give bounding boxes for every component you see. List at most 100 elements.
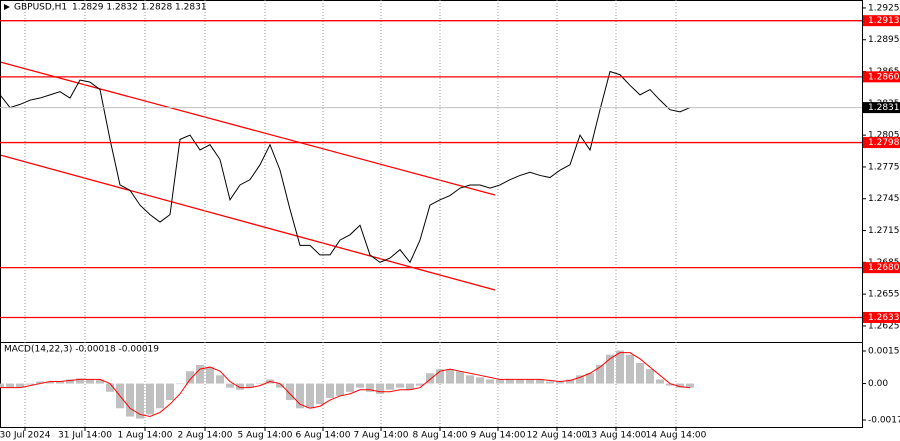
macd-bar bbox=[476, 377, 484, 384]
macd-bar bbox=[656, 379, 664, 384]
macd-bar bbox=[76, 378, 84, 384]
x-tick-label: 7 Aug 14:00 bbox=[354, 431, 409, 441]
macd-bar bbox=[196, 365, 204, 384]
signal-line bbox=[0, 352, 691, 418]
macd-bar bbox=[536, 379, 544, 384]
macd-bar bbox=[136, 383, 144, 419]
macd-bar bbox=[446, 369, 454, 384]
macd-bar bbox=[26, 383, 34, 385]
macd-bar bbox=[526, 379, 534, 384]
macd-bar bbox=[396, 383, 404, 388]
macd-bar bbox=[646, 369, 654, 384]
y-tick-label: 1.2775 bbox=[868, 162, 900, 172]
macd-bar bbox=[436, 369, 444, 384]
macd-bar bbox=[596, 365, 604, 384]
macd-bar bbox=[546, 381, 554, 384]
level-tag bbox=[863, 311, 900, 323]
macd-bar bbox=[226, 383, 234, 388]
x-tick-label: 31 Jul 14:00 bbox=[58, 431, 112, 441]
macd-bar bbox=[16, 383, 24, 388]
macd-bar bbox=[236, 383, 244, 390]
y-tick-label: 1.2925 bbox=[868, 3, 900, 13]
macd-bar bbox=[316, 383, 324, 405]
macd-bar bbox=[406, 383, 414, 390]
y-tick-label: 1.2805 bbox=[868, 131, 900, 141]
chart-title: GBPUSD,H1 bbox=[14, 3, 67, 13]
y-tick-label: 1.2745 bbox=[868, 194, 900, 204]
macd-bar bbox=[416, 383, 424, 386]
macd-bar bbox=[86, 379, 94, 384]
macd-bar bbox=[36, 381, 44, 384]
macd-bar bbox=[626, 354, 634, 384]
current-price-label: 1.2831 bbox=[868, 103, 900, 113]
macd-bar bbox=[326, 383, 334, 398]
macd-bar bbox=[666, 383, 674, 386]
macd-bar bbox=[386, 383, 394, 390]
macd-bar bbox=[486, 379, 494, 384]
macd-bar bbox=[176, 383, 184, 385]
macd-bar bbox=[256, 383, 264, 385]
macd-bar bbox=[616, 350, 624, 384]
level-tag bbox=[863, 137, 900, 149]
macd-bar bbox=[216, 375, 224, 384]
macd-bar bbox=[356, 383, 364, 388]
macd-bar bbox=[556, 381, 564, 384]
macd-bar bbox=[346, 383, 354, 392]
level-label: 1.2913 bbox=[868, 16, 900, 26]
macd-bar bbox=[106, 383, 114, 392]
frame bbox=[0, 0, 863, 428]
indicator-title: MACD(14,22,3) -0.00018 -0.00019 bbox=[4, 345, 159, 355]
x-tick-label: 6 Aug 14:00 bbox=[296, 431, 351, 441]
macd-bar bbox=[6, 383, 14, 388]
x-tick-label: 14 Aug 14:00 bbox=[646, 431, 707, 441]
macd-bar bbox=[336, 383, 344, 396]
macd-bar bbox=[576, 375, 584, 384]
macd-bar bbox=[66, 379, 74, 384]
macd-bar bbox=[676, 383, 684, 388]
macd-bar bbox=[246, 383, 254, 388]
macd-bar bbox=[606, 354, 614, 384]
level-label: 1.2860 bbox=[868, 72, 900, 82]
macd-bar bbox=[156, 383, 164, 409]
x-tick-label: 9 Aug 14:00 bbox=[471, 431, 526, 441]
macd-bar bbox=[166, 383, 174, 401]
current-price-tag bbox=[863, 102, 900, 114]
macd-bar bbox=[306, 383, 314, 409]
macd-bar bbox=[496, 379, 504, 384]
y-tick-label: 0.00158 bbox=[868, 347, 900, 357]
x-tick-label: 13 Aug 14:00 bbox=[586, 431, 647, 441]
macd-bar bbox=[146, 383, 154, 415]
macd-bar bbox=[426, 373, 434, 384]
macd-bar bbox=[56, 381, 64, 384]
macd-bar bbox=[276, 383, 284, 388]
y-tick-label: 1.2895 bbox=[868, 35, 900, 45]
title-marker bbox=[4, 4, 10, 10]
channel-upper bbox=[0, 61, 496, 196]
level-tag bbox=[863, 71, 900, 83]
y-tick-label: 1.2655 bbox=[868, 290, 900, 300]
macd-bar bbox=[0, 383, 4, 388]
macd-bar bbox=[586, 373, 594, 384]
macd-bar bbox=[376, 383, 384, 394]
level-tag bbox=[863, 15, 900, 27]
macd-bar bbox=[366, 383, 374, 392]
macd-bar bbox=[286, 383, 294, 401]
macd-bar bbox=[186, 371, 194, 384]
level-label: 1.2680 bbox=[868, 263, 900, 273]
x-tick-label: 1 Aug 14:00 bbox=[118, 431, 173, 441]
y-tick-label: -0.00177 bbox=[868, 416, 900, 426]
y-tick-label: 0.00 bbox=[868, 379, 888, 389]
macd-bar bbox=[516, 379, 524, 384]
chart-subtitle: 1.2829 1.2832 1.2828 1.2831 bbox=[72, 3, 207, 13]
macd-bar bbox=[206, 367, 214, 384]
y-tick-label: 1.2715 bbox=[868, 226, 900, 236]
macd-bar bbox=[466, 375, 474, 384]
price-line bbox=[0, 70, 691, 264]
x-tick-label: 5 Aug 14:00 bbox=[238, 431, 293, 441]
macd-bar bbox=[126, 383, 134, 417]
y-tick-label: 1.2625 bbox=[868, 321, 900, 331]
level-label: 1.2633 bbox=[868, 313, 900, 323]
x-tick-label: 12 Aug 14:00 bbox=[527, 431, 588, 441]
